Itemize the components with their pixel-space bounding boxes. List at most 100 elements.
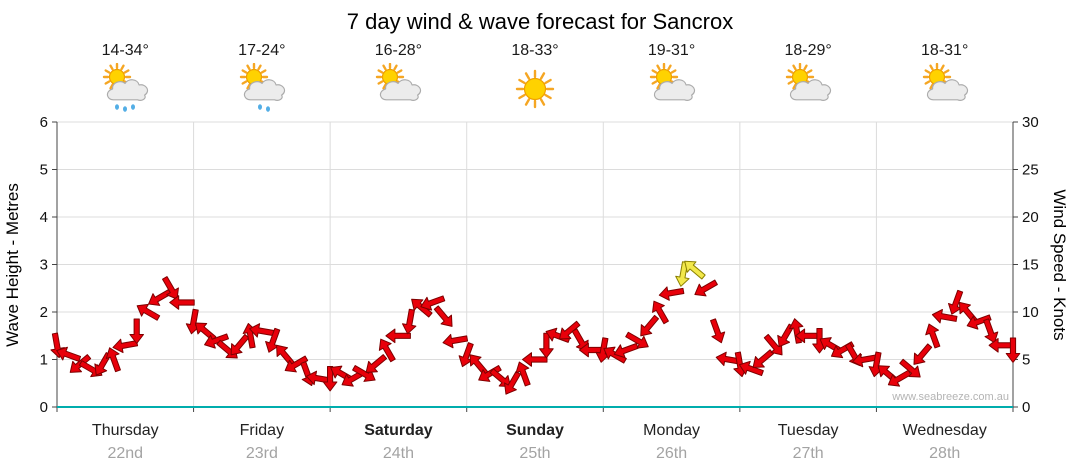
wind-arrow	[738, 360, 764, 377]
sun-cloud-icon	[785, 63, 832, 101]
right-tick-label: 25	[1022, 162, 1039, 179]
day-label: Tuesday	[778, 422, 839, 439]
wind-arrow	[887, 369, 912, 387]
watermark: www.seabreeze.com.au	[892, 391, 1009, 403]
day-header-monday: 19-31°	[603, 42, 740, 126]
wind-arrow	[694, 279, 718, 297]
cloud-icon	[789, 79, 832, 101]
wind-arrow	[169, 295, 195, 310]
date-label: 22nd	[107, 445, 143, 462]
wind-arrow	[136, 303, 161, 321]
sun-ray-icon	[803, 64, 808, 71]
left-tick-label: 1	[40, 352, 48, 369]
sun-icon	[515, 69, 555, 109]
sun-ray-icon	[246, 83, 251, 90]
wind-arrow	[56, 346, 82, 362]
sun-ray-icon	[120, 64, 125, 71]
sun-ray-icon	[382, 83, 388, 90]
date-label: 25th	[519, 445, 550, 462]
wind-arrow	[365, 354, 388, 373]
cloud-icon	[926, 79, 968, 101]
wind-arrow	[752, 349, 774, 369]
sun-ray-icon	[924, 80, 931, 85]
wind-arrow	[852, 352, 878, 368]
sun-ray-icon	[666, 64, 672, 71]
sun-ray-icon	[241, 69, 248, 74]
sun-cloud-icon	[649, 63, 695, 101]
sun-ray-icon	[257, 64, 262, 71]
left-tick-label: 0	[40, 399, 48, 416]
sun-ray-icon	[241, 80, 248, 85]
wind-arrow	[433, 305, 453, 327]
sun-ray-icon	[377, 69, 384, 74]
wind-arrow	[1005, 337, 1021, 363]
sun-ray-icon	[397, 69, 403, 74]
sun-ray-icon	[792, 83, 797, 90]
sun-ray-icon	[943, 69, 950, 74]
wind-arrow	[478, 365, 502, 382]
raindrop-icon	[123, 106, 128, 112]
wind-arrow	[322, 366, 338, 392]
sun-ray-icon	[544, 78, 552, 85]
wind-arrow	[420, 295, 446, 311]
sun-cloud-icon	[922, 63, 968, 101]
wind-arrow	[658, 286, 685, 301]
wind-arrow	[411, 298, 433, 318]
sun-ray-icon	[940, 64, 945, 71]
wind-arrow	[559, 320, 581, 340]
day-label: Saturday	[364, 422, 433, 439]
right-tick-label: 20	[1022, 209, 1039, 226]
right-tick-label: 5	[1022, 352, 1030, 369]
sun-ray-icon	[393, 64, 399, 71]
day-header-thursday: 14-34°	[57, 42, 194, 126]
temperature-range: 18-31°	[921, 42, 969, 59]
cloud-icon	[107, 79, 149, 101]
wind-arrow	[522, 352, 548, 367]
day-header-friday: 17-24°	[194, 42, 331, 126]
wind-arrow	[899, 358, 921, 378]
date-label: 27th	[793, 445, 824, 462]
wind-arrow	[504, 371, 521, 395]
day-headers: 14-34° 17-24° 16-28° 18-33° 19-31° 18-29° 18-3…	[0, 0, 1080, 130]
wind-arrow	[249, 323, 275, 338]
day-label: Monday	[643, 422, 700, 439]
wind-arrow	[625, 331, 649, 349]
sun-cloud-light-rain-icon	[239, 63, 285, 112]
wind-arrow	[162, 276, 179, 300]
wind-arrow	[129, 318, 144, 344]
sun-icon	[523, 77, 547, 101]
sun-ray-icon	[104, 69, 111, 74]
sun-ray-icon	[109, 83, 114, 90]
chart-title: 7 day wind & wave forecast for Sancrox	[346, 9, 734, 34]
day-header-sunday: 18-33°	[467, 42, 604, 126]
raindrop-icon	[131, 104, 136, 110]
sun-ray-icon	[518, 78, 526, 85]
day-label: Wednesday	[903, 422, 987, 439]
sun-ray-icon	[539, 72, 546, 80]
raindrop-icon	[257, 104, 262, 110]
sun-cloud-rain-icon	[103, 63, 149, 112]
sun-ray-icon	[655, 64, 661, 71]
right-tick-label: 15	[1022, 257, 1039, 274]
sun-ray-icon	[787, 69, 794, 74]
sun-ray-icon	[246, 64, 251, 71]
left-tick-label: 6	[40, 114, 48, 131]
sun-ray-icon	[123, 69, 130, 74]
temperature-range: 16-28°	[374, 42, 423, 59]
wind-arrow	[105, 347, 121, 373]
date-label: 28th	[929, 445, 960, 462]
sun-ray-icon	[382, 64, 388, 71]
sun-ray-icon	[544, 93, 552, 100]
raindrop-icon	[115, 104, 120, 110]
sun-ray-icon	[524, 72, 531, 80]
wind-arrow	[652, 300, 669, 325]
sun-ray-icon	[260, 69, 267, 74]
wind-arrow	[515, 361, 531, 387]
day-header-wednesday: 18-31°	[876, 42, 1013, 126]
sun-ray-icon	[104, 80, 111, 85]
wind-arrow	[539, 332, 554, 359]
wind-arrow	[925, 323, 941, 349]
cloud-icon	[243, 79, 285, 101]
